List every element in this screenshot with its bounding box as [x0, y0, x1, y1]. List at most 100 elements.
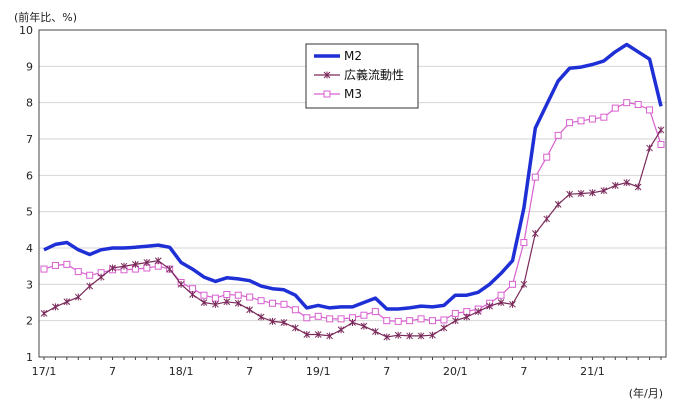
- data-point: [109, 264, 116, 272]
- y-tick-label: 1: [26, 351, 33, 364]
- x-tick-label: 20/1: [443, 365, 468, 378]
- data-point: [474, 308, 482, 316]
- data-point: [337, 326, 345, 334]
- data-point: [383, 317, 391, 325]
- data-point: [166, 265, 174, 273]
- data-point: [520, 239, 528, 247]
- data-point: [451, 317, 459, 325]
- data-point: [314, 330, 322, 338]
- data-point: [337, 315, 345, 323]
- data-point: [554, 200, 562, 208]
- data-point: [657, 126, 665, 134]
- data-point: [189, 285, 197, 293]
- y-tick-label: 9: [26, 60, 33, 73]
- data-point: [566, 190, 573, 198]
- x-axis-unit-label: (年/月): [628, 387, 663, 400]
- data-point: [303, 314, 311, 322]
- x-tick-label: 17/1: [32, 365, 57, 378]
- x-tick-label: 7: [109, 365, 116, 378]
- data-point: [417, 332, 425, 340]
- x-tick-label: 18/1: [169, 365, 194, 378]
- data-point: [646, 106, 654, 114]
- x-tick-label: 21/1: [580, 365, 605, 378]
- data-point: [234, 291, 242, 299]
- data-point: [371, 328, 379, 336]
- data-point: [509, 300, 516, 308]
- data-point: [600, 187, 608, 195]
- data-point: [646, 144, 653, 152]
- data-point: [246, 306, 254, 314]
- data-point: [303, 330, 311, 338]
- data-point: [177, 280, 185, 288]
- data-point: [257, 297, 265, 305]
- data-point: [463, 313, 471, 321]
- data-point: [246, 293, 254, 301]
- x-tick-label: 7: [520, 365, 527, 378]
- data-point: [588, 115, 596, 123]
- data-point: [657, 140, 665, 148]
- data-point: [314, 312, 322, 320]
- y-tick-label: 2: [26, 315, 33, 328]
- data-point: [566, 119, 574, 127]
- series-line-1: [43, 42, 663, 311]
- data-point: [211, 294, 219, 302]
- data-point: [234, 299, 242, 307]
- data-point: [634, 183, 642, 191]
- data-point: [280, 300, 288, 308]
- legend-label: M3: [344, 87, 362, 101]
- data-point: [212, 300, 219, 308]
- data-point: [52, 303, 59, 311]
- data-point: [623, 179, 631, 187]
- y-tick-label: 4: [26, 242, 33, 255]
- data-point: [508, 280, 516, 288]
- y-tick-label: 5: [26, 206, 33, 219]
- data-point: [74, 268, 82, 276]
- data-point: [428, 317, 436, 325]
- data-point: [360, 322, 368, 330]
- data-point: [323, 71, 331, 79]
- data-point: [497, 291, 505, 299]
- data-point: [486, 302, 493, 310]
- data-point: [132, 260, 139, 268]
- data-point: [63, 260, 71, 268]
- data-point: [326, 315, 334, 323]
- data-point: [440, 324, 448, 332]
- data-point: [394, 317, 402, 325]
- data-point: [223, 291, 231, 299]
- data-point: [323, 90, 331, 98]
- data-point: [577, 190, 585, 197]
- data-point: [417, 315, 425, 323]
- data-point: [349, 318, 356, 326]
- data-point: [189, 291, 196, 299]
- x-tick-label: 7: [246, 365, 253, 378]
- x-tick-label: 7: [383, 365, 390, 378]
- x-tick-label: 19/1: [306, 365, 331, 378]
- y-tick-label: 7: [26, 133, 33, 146]
- data-point: [543, 153, 551, 161]
- legend-label: M2: [344, 49, 362, 63]
- data-point: [40, 309, 48, 317]
- data-point: [154, 257, 162, 265]
- data-point: [531, 173, 539, 181]
- data-point: [269, 317, 276, 325]
- data-point: [326, 332, 334, 340]
- data-point: [292, 324, 299, 332]
- data-point: [291, 306, 299, 314]
- y-tick-label: 8: [26, 97, 33, 110]
- y-axis-label: (前年比、%): [14, 11, 78, 24]
- data-point: [611, 104, 619, 112]
- data-point: [623, 99, 631, 107]
- data-point: [269, 299, 277, 307]
- data-point: [406, 317, 414, 325]
- data-point: [200, 299, 208, 306]
- data-point: [143, 259, 151, 267]
- data-point: [600, 113, 608, 121]
- data-point: [531, 229, 539, 237]
- data-point: [120, 262, 128, 270]
- data-point: [223, 298, 231, 306]
- data-point: [394, 331, 402, 339]
- data-point: [74, 293, 82, 301]
- data-point: [86, 271, 94, 279]
- data-point: [554, 131, 562, 139]
